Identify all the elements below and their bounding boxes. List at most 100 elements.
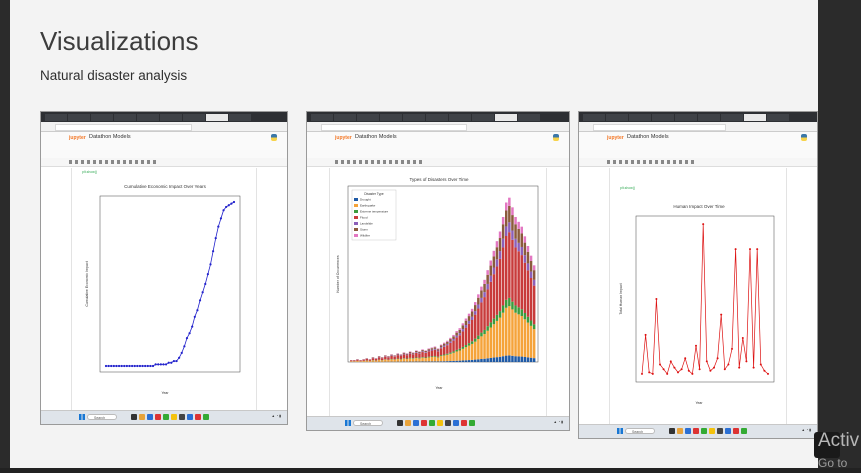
bar-segment	[501, 247, 505, 306]
bar-segment	[514, 238, 517, 248]
data-point	[115, 364, 118, 368]
address-bar	[41, 122, 287, 132]
bar-segment	[408, 358, 412, 362]
bar-segment	[455, 351, 458, 361]
bar-segment	[439, 355, 443, 357]
bar-segment	[443, 355, 446, 362]
browser-tabbar	[41, 112, 287, 122]
bar-segment	[424, 350, 427, 353]
data-point	[673, 366, 676, 369]
legend-swatch	[354, 204, 358, 207]
bar-segment	[495, 247, 499, 260]
bar-segment	[449, 341, 452, 343]
bar-segment	[446, 361, 449, 362]
bar-segment	[443, 345, 446, 347]
bar-segment	[458, 350, 461, 361]
bar-segment	[464, 318, 468, 321]
bar-segment	[501, 224, 505, 239]
data-point	[136, 364, 139, 368]
bar-segment	[467, 320, 471, 324]
legend-swatch	[354, 198, 358, 201]
bar-segment	[505, 307, 508, 356]
notebook-title: Datathon Models	[89, 134, 131, 140]
bar-segment	[529, 260, 533, 272]
bar-segment	[356, 361, 359, 362]
bar-segment	[384, 359, 387, 362]
bar-segment	[501, 305, 505, 313]
bar-segment	[402, 353, 406, 355]
bar-segment	[461, 325, 465, 330]
bar-segment	[505, 235, 508, 300]
data-point	[695, 344, 697, 347]
bar-segment	[480, 297, 483, 303]
bar-segment	[387, 360, 390, 362]
bar-segment	[377, 356, 381, 358]
bar-segment	[486, 326, 489, 331]
bar-segment	[508, 297, 511, 307]
bar-segment	[390, 354, 393, 356]
data-point	[178, 356, 181, 359]
bar-segment	[489, 327, 492, 358]
jupyter-header: jupyter Datathon Models	[41, 132, 287, 151]
jupyter-header: jupyter Datathon Models	[307, 132, 569, 151]
bar-segment	[464, 320, 468, 326]
bar-segment	[436, 348, 440, 350]
bar-segment	[443, 342, 446, 344]
bar-segment	[390, 359, 393, 362]
bar-segment	[452, 334, 455, 337]
bar-segment	[377, 357, 381, 360]
bar-segment	[402, 358, 406, 362]
bar-segment	[350, 361, 353, 362]
bar-segment	[486, 358, 489, 362]
bar-segment	[436, 349, 440, 351]
notebook-menubar	[307, 150, 569, 158]
jupyter-logo: jupyter	[69, 135, 86, 141]
bar-segment	[514, 356, 517, 362]
bar-segment	[439, 344, 443, 346]
bar-segment	[421, 361, 424, 362]
bar-segment	[495, 241, 499, 248]
bar-segment	[529, 320, 533, 326]
bar-segment	[458, 335, 461, 349]
bar-segment	[498, 356, 502, 362]
bar-segment	[467, 345, 471, 361]
bar-segment	[526, 251, 530, 264]
data-point	[702, 223, 705, 226]
legend-entry: Landslide	[360, 222, 373, 226]
data-point	[164, 363, 168, 366]
bar-segment	[443, 346, 446, 355]
data-point	[125, 364, 128, 368]
windows-start-icon	[617, 428, 623, 434]
bar-segment	[455, 360, 458, 362]
bar-segment	[498, 311, 502, 318]
bar-segment	[446, 353, 449, 355]
bar-segment	[371, 360, 375, 362]
bar-segment	[421, 352, 424, 358]
bar-segment	[356, 359, 359, 361]
legend-entry: Extreme temperature	[360, 210, 389, 214]
bar-segment	[384, 355, 387, 357]
activate-windows-hint: Go to	[818, 456, 848, 470]
taskbar: Search ▲ ◔ ▮	[41, 410, 287, 424]
chart-title: Types of Disasters Over Time	[409, 177, 469, 182]
bar-segment	[470, 359, 474, 362]
python-icon	[271, 134, 277, 141]
data-point	[727, 363, 730, 366]
bar-segment	[483, 334, 486, 359]
data-point	[188, 332, 191, 335]
bar-segment	[374, 360, 378, 362]
legend-entry: Earthquake	[360, 204, 376, 208]
bar-segment	[353, 361, 356, 362]
bar-segment	[384, 356, 387, 360]
cell-code: plt.show()	[620, 186, 636, 190]
bar-segment	[464, 327, 468, 346]
bar-segment	[418, 351, 421, 352]
windows-start-icon	[79, 414, 85, 420]
bar-segment	[374, 358, 378, 361]
bar-segment	[452, 338, 455, 341]
series-line	[641, 224, 769, 375]
bar-segment	[477, 304, 480, 309]
bar-segment	[430, 348, 434, 350]
x-axis-label: Year	[435, 386, 443, 390]
system-tray: ▲ ◔ ▮	[271, 414, 281, 418]
